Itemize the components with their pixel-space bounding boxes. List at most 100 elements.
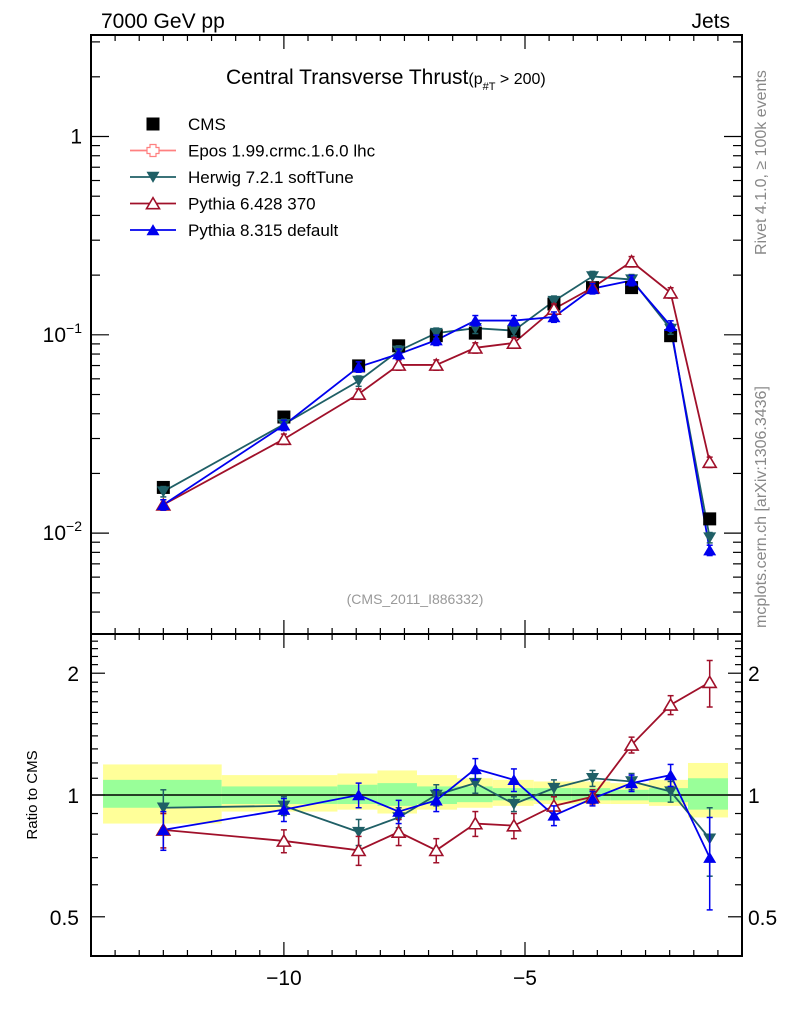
ratio-point-pythia8 xyxy=(352,789,366,801)
ratio-series xyxy=(155,659,718,911)
y-tick-label-base: 10 xyxy=(43,522,66,545)
uncertainty-band-inner xyxy=(687,778,729,810)
side-label-rivet: Rivet 4.1.0, ≥ 100k events xyxy=(753,70,770,255)
header-left-label: 7000 GeV pp xyxy=(101,10,225,33)
data-point-herwig xyxy=(156,486,170,498)
ratio-frame xyxy=(90,633,743,957)
header-right-label: Jets xyxy=(691,10,730,33)
series-line-pythia8 xyxy=(162,279,711,551)
x-tick-label: −5 xyxy=(513,967,537,990)
side-label-mcplots: mcplots.cern.ch [arXiv:1306.3436] xyxy=(753,386,770,628)
y-tick-label-exponent: −1 xyxy=(66,320,82,336)
analysis-watermark: (CMS_2011_I886332) xyxy=(347,591,484,607)
data-point-cms xyxy=(664,329,678,343)
ratio-y-tick-label-right: 1 xyxy=(748,785,760,808)
legend-marker-cms xyxy=(146,117,160,131)
data-point-herwig xyxy=(586,271,600,283)
ratio-point-pythia8 xyxy=(507,774,521,786)
legend-item-pythia8: Pythia 8.315 default xyxy=(130,221,339,240)
data-point-pythia8 xyxy=(392,348,406,360)
data-point-pythia6 xyxy=(623,254,640,268)
ratio-point-pythia8 xyxy=(703,851,717,863)
ratio-line-pythia6 xyxy=(163,681,711,852)
data-point-pythia6 xyxy=(467,340,484,354)
data-point-pythia8 xyxy=(547,311,561,323)
ratio-point-herwig xyxy=(664,786,678,798)
ratio-point-herwig xyxy=(352,826,366,838)
legend-label: Pythia 8.315 default xyxy=(188,221,339,240)
ratio-point-pythia6 xyxy=(701,674,718,689)
ratio-y-tick-label-left: 1 xyxy=(67,785,79,808)
data-point-pythia6 xyxy=(428,357,445,371)
data-point-pythia8 xyxy=(703,544,717,556)
ratio-point-pythia6 xyxy=(275,833,292,847)
ratio-point-pythia6 xyxy=(662,697,679,711)
ratio-bands xyxy=(103,762,729,824)
ratio-point-herwig xyxy=(547,782,561,794)
ratio-point-pythia6 xyxy=(506,818,522,832)
chart-title-subscript: #T xyxy=(483,81,496,93)
data-point-pythia6 xyxy=(506,335,522,349)
main-axis-ticks: 110−110−2 xyxy=(43,35,743,634)
data-point-herwig xyxy=(352,375,366,387)
series-line-pythia6 xyxy=(162,260,711,506)
main-series xyxy=(155,254,718,557)
ratio-line-herwig xyxy=(163,777,711,840)
ratio-point-pythia8 xyxy=(547,809,561,821)
legend-marker-herwig xyxy=(146,171,160,183)
legend-label: CMS xyxy=(188,115,226,134)
ratio-point-pythia8 xyxy=(156,824,170,836)
chart-title-suffix: (p xyxy=(468,71,482,88)
ratio-point-pythia6 xyxy=(467,816,484,830)
legend-marker-epos xyxy=(146,143,160,158)
y-tick-label-exponent: −2 xyxy=(66,518,82,534)
legend-marker-pythia8 xyxy=(146,224,160,236)
ratio-y-tick-label-left: 2 xyxy=(67,663,79,686)
legend-label: Epos 1.99.crmc.1.6.0 lhc xyxy=(188,142,376,161)
data-point-pythia8 xyxy=(586,282,600,294)
y-tick-label: 1 xyxy=(70,126,82,149)
chart-title-main: Central Transverse Thrust xyxy=(226,66,469,89)
ratio-line-pythia8 xyxy=(163,767,711,859)
ratio-ylabel: Ratio to CMS xyxy=(24,750,41,839)
data-point-pythia8 xyxy=(625,274,639,286)
ratio-point-pythia8 xyxy=(277,803,291,815)
ratio-point-pythia8 xyxy=(429,794,443,806)
ratio-point-pythia6 xyxy=(350,842,367,857)
x-tick-label: −10 xyxy=(266,967,302,990)
ratio-point-pythia8 xyxy=(664,769,678,781)
y-tick-label-base: 10 xyxy=(43,324,66,347)
y-tick-label: 10−1 xyxy=(43,320,83,347)
data-point-pythia8 xyxy=(277,419,291,431)
data-point-herwig xyxy=(429,327,443,339)
legend-item-cms: CMS xyxy=(146,115,226,134)
data-point-pythia6 xyxy=(662,285,679,299)
ratio-point-pythia8 xyxy=(586,792,600,804)
data-point-herwig xyxy=(547,295,561,307)
data-point-herwig xyxy=(507,325,521,337)
legend-item-herwig: Herwig 7.2.1 softTune xyxy=(130,168,354,187)
uncertainty-band-inner xyxy=(533,788,572,801)
data-point-pythia6 xyxy=(275,431,292,446)
ratio-point-pythia8 xyxy=(468,763,482,775)
ratio-point-pythia6 xyxy=(428,842,445,857)
data-point-pythia8 xyxy=(468,314,482,326)
ratio-point-herwig xyxy=(468,777,482,789)
data-point-pythia8 xyxy=(156,498,170,510)
data-point-pythia8 xyxy=(507,314,521,326)
data-point-pythia6 xyxy=(701,454,718,469)
data-point-pythia8 xyxy=(352,361,366,373)
ratio-y-tick-label-right: 0.5 xyxy=(748,907,777,930)
ratio-point-herwig xyxy=(156,802,170,814)
y-tick-label-base: 1 xyxy=(70,126,82,149)
legend-label: Herwig 7.2.1 softTune xyxy=(188,168,354,187)
legend-label: Pythia 6.428 370 xyxy=(188,195,316,214)
chart-title: Central Transverse Thrust(p#T > 200) xyxy=(226,66,546,93)
y-tick-label: 10−2 xyxy=(43,518,83,545)
ratio-point-pythia6 xyxy=(390,824,407,839)
data-point-pythia8 xyxy=(429,334,443,346)
legend-item-pythia6: Pythia 6.428 370 xyxy=(130,195,316,214)
legend-item-epos: Epos 1.99.crmc.1.6.0 lhc xyxy=(130,142,376,161)
series-line-herwig xyxy=(162,275,711,538)
